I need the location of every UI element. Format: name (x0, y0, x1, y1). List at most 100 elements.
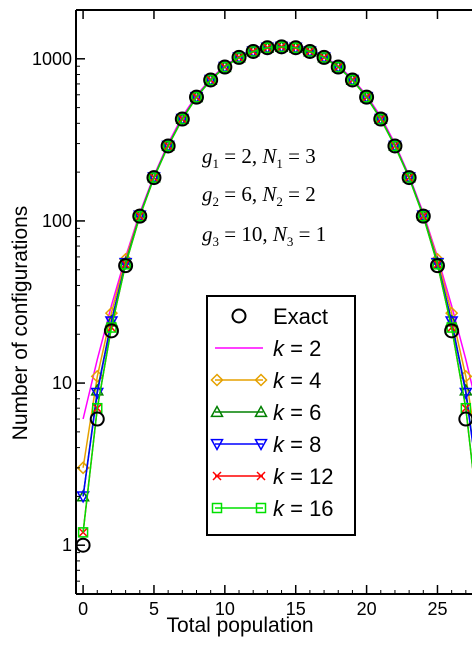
data-point (415, 208, 431, 224)
annotation-1: g1 = 2, N1 = 3 (202, 144, 316, 171)
data-point (118, 258, 134, 274)
data-point (203, 72, 219, 88)
legend-item: k = 6 (210, 400, 321, 425)
legend-item: k = 4 (210, 368, 321, 393)
legend-label: k = 12 (273, 464, 334, 489)
data-point (401, 170, 417, 186)
annotation-subscript: 3 (287, 234, 294, 249)
legend-label-var: k (273, 432, 285, 457)
x-tick-label: 15 (286, 599, 306, 619)
data-point (254, 438, 268, 452)
data-point (254, 373, 268, 387)
data-point (288, 40, 304, 56)
y-tick-label: 100 (42, 211, 72, 231)
legend-item: k = 2 (215, 336, 321, 361)
legend-label-val: = 8 (284, 432, 321, 457)
data-point-stroke (212, 471, 222, 481)
data-point (205, 74, 216, 86)
data-point (233, 52, 245, 63)
data-point (403, 172, 415, 183)
x-tick-label: 5 (149, 599, 159, 619)
y-axis-label: Number of configurations (9, 206, 32, 441)
annotation-subscript: 2 (276, 194, 283, 209)
data-point (76, 491, 90, 504)
data-point (174, 111, 190, 127)
x-tick-label: 10 (215, 599, 235, 619)
legend-label: k = 2 (273, 336, 321, 361)
data-point (160, 138, 176, 154)
annotation-text: = 2 (283, 182, 316, 206)
annotation-text: = 2, (219, 144, 262, 168)
data-point (132, 208, 148, 224)
data-point (256, 471, 266, 481)
data-point (361, 91, 372, 103)
data-point (89, 411, 105, 427)
legend-label-var: k (273, 464, 285, 489)
data-point (318, 52, 330, 63)
data-point (103, 323, 119, 339)
data-point (316, 49, 332, 65)
series-Exact (76, 39, 472, 553)
data-point (444, 316, 459, 329)
data-point (375, 113, 387, 125)
data-point (347, 74, 358, 86)
data-point (302, 43, 318, 59)
data-point (254, 404, 268, 418)
legend-item: k = 8 (210, 432, 321, 457)
legend-label: Exact (273, 304, 328, 329)
series-line (82, 46, 472, 533)
annotation-subscript: 2 (213, 194, 220, 209)
data-point (344, 72, 360, 88)
data-point (146, 170, 162, 186)
annotation-text: = 1 (293, 222, 326, 246)
data-point (217, 59, 233, 75)
y-tick-label: 1 (62, 535, 72, 555)
data-point (255, 502, 267, 514)
data-point (389, 140, 401, 152)
legend-label: k = 4 (273, 368, 321, 393)
data-point-stroke (256, 471, 266, 481)
data-point (259, 40, 275, 56)
data-point (77, 527, 89, 538)
annotation-subscript: 1 (213, 156, 220, 171)
annotation-text: g (202, 222, 213, 246)
annotation-subscript: 1 (276, 156, 283, 171)
data-point (210, 404, 224, 418)
data-point (219, 61, 231, 73)
legend-item: Exact (231, 304, 328, 329)
legend-label-val: = 16 (284, 496, 334, 521)
annotation-text: g (202, 144, 213, 168)
data-point (231, 49, 247, 65)
legend-label-var: k (273, 336, 285, 361)
x-axis-label: Total population (166, 614, 313, 637)
data-point (148, 172, 160, 183)
data-point (191, 91, 202, 103)
data-point (104, 316, 119, 329)
annotation-text: N (261, 144, 277, 168)
data-point (304, 46, 316, 57)
annotation-text: N (261, 182, 277, 206)
data-point (276, 41, 287, 53)
data-point (162, 140, 174, 152)
data-point (210, 438, 224, 452)
annotation-text: = 10, (219, 222, 273, 246)
data-point (429, 258, 445, 274)
data-point (188, 89, 204, 105)
data-point (262, 42, 273, 54)
data-point (274, 39, 290, 55)
data-point (210, 373, 224, 387)
legend-label-val: = 2 (284, 336, 321, 361)
data-point (387, 138, 403, 154)
data-point (418, 210, 429, 222)
legend-label-var: k (273, 496, 285, 521)
annotation-text: = 6, (219, 182, 262, 206)
data-point (231, 308, 247, 324)
y-tick-label: 1000 (32, 49, 72, 69)
annotation-3: g3 = 10, N3 = 1 (202, 222, 326, 249)
x-tick-label: 0 (78, 599, 88, 619)
legend-label: k = 8 (273, 432, 321, 457)
legend-label: k = 16 (273, 496, 334, 521)
data-point (177, 113, 188, 125)
